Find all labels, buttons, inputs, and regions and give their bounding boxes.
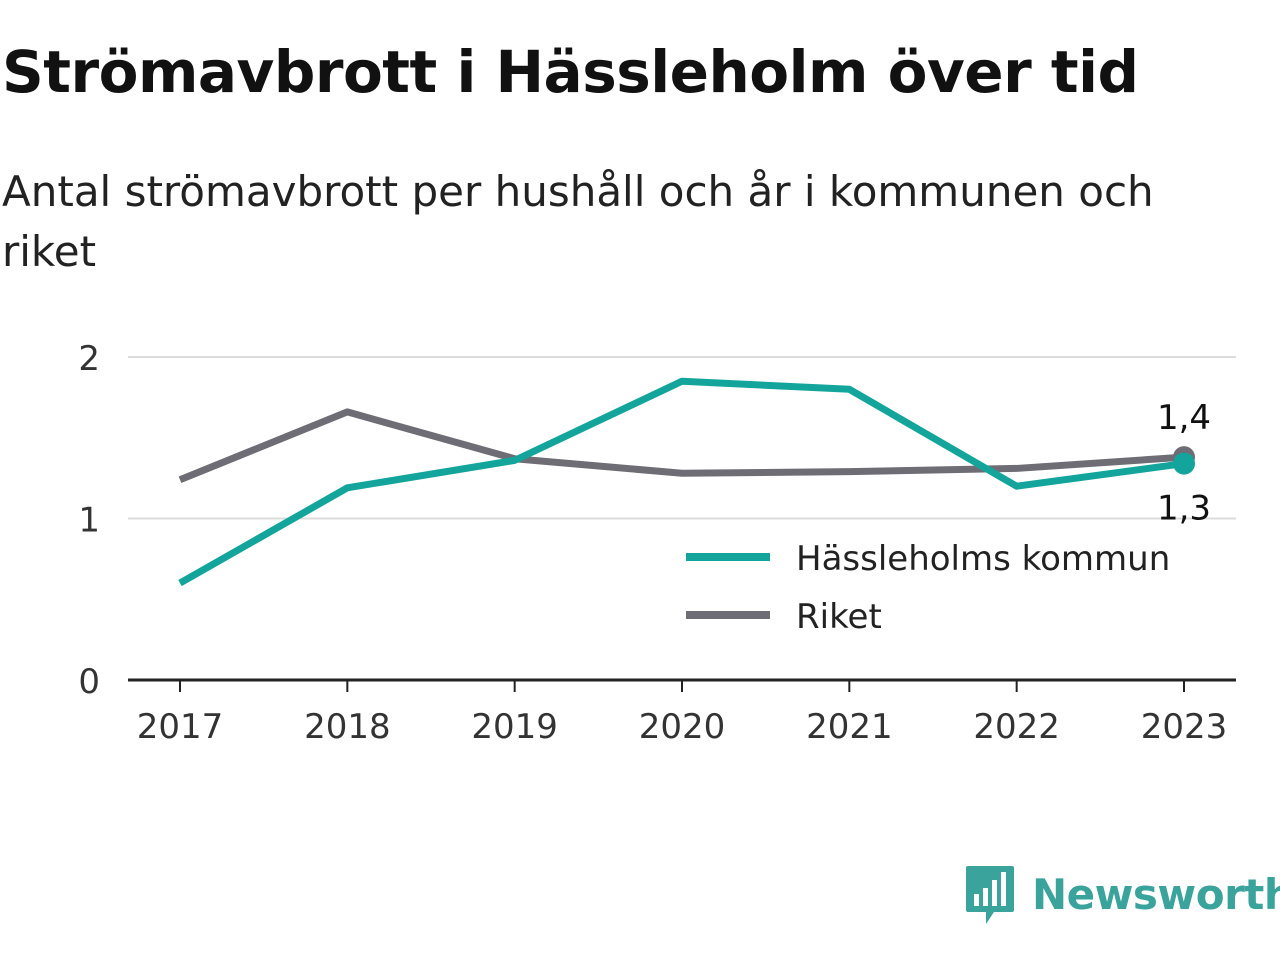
x-tick-label: 2021 [806, 707, 893, 747]
x-tick-label: 2022 [973, 707, 1060, 747]
x-tick-label: 2019 [471, 707, 558, 747]
chart-title: Strömavbrott i Hässleholm över tid [2, 38, 1139, 106]
x-tick-label: 2018 [304, 707, 391, 747]
x-tick-label: 2017 [137, 707, 224, 747]
x-tick-label: 2020 [639, 707, 726, 747]
gridlines [128, 356, 1236, 520]
legend-label: Riket [796, 597, 882, 637]
series-line-1 [178, 408, 1185, 483]
series-lines [178, 377, 1195, 587]
end-value-label: 1,3 [1157, 489, 1211, 529]
data-labels: 1,4 1,3 [1157, 398, 1211, 528]
axes: 0 1 2 2017 2018 2019 2020 2021 2022 2023 [78, 339, 1236, 747]
bar-chart-speech-bubble-icon [966, 866, 1014, 924]
end-value-label: 1,4 [1157, 398, 1211, 438]
y-tick-label: 2 [78, 339, 100, 379]
chart-subtitle: Antal strömavbrott per hushåll och år i … [2, 167, 1154, 276]
series-end-point-0 [1173, 452, 1195, 475]
y-tick-label: 1 [78, 501, 100, 541]
legend-label: Hässleholms kommun [796, 539, 1170, 579]
newsworthy-logo: Newsworthy [964, 864, 1280, 926]
y-tick-label: 0 [78, 662, 100, 702]
brand-name: Newsworthy [1032, 870, 1280, 919]
x-tick-label: 2023 [1141, 707, 1228, 747]
series-line-0 [178, 377, 1185, 587]
legend: Hässleholms kommun Riket [686, 539, 1170, 637]
